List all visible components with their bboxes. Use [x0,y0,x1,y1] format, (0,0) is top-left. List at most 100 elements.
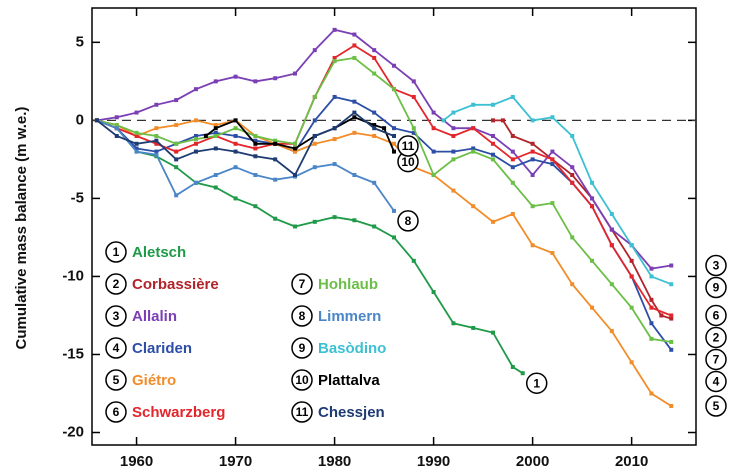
point [431,172,436,177]
point [530,243,535,248]
point [174,149,179,154]
x-tick-label: 1970 [219,453,252,470]
point [530,141,535,146]
point [372,71,377,76]
point [609,243,614,248]
point [431,149,436,154]
point [451,149,456,154]
point [213,146,218,151]
series-number: 5 [713,399,720,413]
y-tick-label: -10 [62,267,84,284]
point [332,126,337,131]
point [372,180,377,185]
point [372,110,377,115]
point [372,133,377,138]
point [352,43,357,48]
series-number: 10 [401,155,415,169]
point [352,218,357,223]
x-tick-label: 1990 [417,453,450,470]
point [590,305,595,310]
point [154,149,159,154]
point [491,152,496,157]
label-circle [105,305,127,327]
point [491,102,496,107]
point [292,146,297,151]
point [609,212,614,217]
label-circle [105,337,127,359]
point [352,55,357,60]
point [253,138,258,143]
point [312,48,317,53]
point [431,290,436,295]
point [292,141,297,146]
point [570,235,575,240]
point [550,149,555,154]
label-circle [705,370,727,393]
point [669,347,674,352]
series-line [96,28,672,270]
point [233,74,238,79]
legend-label: Chessjen [318,404,385,421]
point [649,305,654,310]
point [213,79,218,84]
point [471,102,476,107]
point [451,188,456,193]
point [273,157,278,162]
point [134,110,139,115]
point [629,258,634,263]
point [530,118,535,123]
point [213,185,218,190]
x-tick-label: 1960 [120,453,153,470]
point [609,227,614,232]
point [590,258,595,263]
point [471,204,476,209]
series-number: 10 [295,373,309,387]
point [411,126,416,131]
plot-frame [91,7,697,446]
point [154,141,159,146]
point [94,118,99,123]
point [134,149,139,154]
point [609,282,614,287]
series-line [96,95,672,351]
point [530,204,535,209]
point [629,305,634,310]
point [392,63,396,68]
point [233,196,238,201]
point [669,313,674,318]
point [332,162,337,167]
point [253,172,258,177]
point [649,321,654,326]
point [372,55,377,60]
point [312,133,317,138]
point [134,133,139,138]
point [114,123,119,128]
point [392,133,396,138]
y-tick-label: 0 [76,111,84,128]
point [193,180,198,185]
point [273,138,278,143]
label-circle [291,337,313,359]
point [114,115,119,120]
label-circle [525,372,548,394]
point [669,316,674,321]
point [510,94,515,99]
x-tick-label: 2000 [516,453,549,470]
series-number: 9 [713,281,720,295]
point [510,165,515,170]
point [332,59,337,64]
point [233,126,238,131]
label-circle [397,135,419,157]
point [451,126,456,131]
series-number: 4 [713,375,720,389]
point [570,180,575,185]
point [372,126,377,131]
point [352,172,357,177]
y-tick-label: 5 [76,33,84,50]
point [491,118,496,123]
point [253,146,258,151]
point [174,157,179,162]
y-tick-label: -5 [71,189,84,206]
series-line [96,119,395,212]
point [392,87,396,92]
